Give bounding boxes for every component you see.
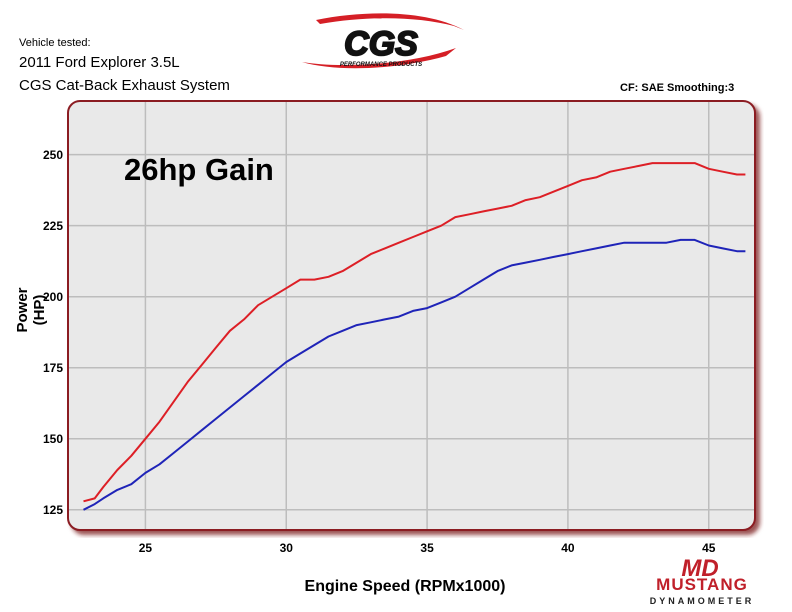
md-logo-text: MD (681, 555, 718, 582)
mustang-wordmark: MUSTANG (656, 575, 748, 594)
y-tick-label: 125 (42, 502, 63, 517)
series-lines (83, 162, 746, 511)
y-axis-label: Power (HP) (14, 287, 48, 333)
plot-area (67, 100, 756, 531)
x-tick-label: 25 (138, 541, 153, 555)
x-tick-label: 30 (279, 541, 293, 555)
cgs-logo: CGS PERFORMANCE PRODUCTS (302, 13, 464, 69)
dyno-chart: 26hp Gain (67, 100, 756, 531)
y-tick-label: 150 (42, 431, 63, 446)
y-tick-label: 175 (42, 360, 63, 375)
y-tick-label: 225 (42, 218, 63, 233)
mustang-dynamometer-logo: MD (681, 555, 718, 582)
cgs-logo-subtext: PERFORMANCE PRODUCTS (340, 62, 422, 68)
x-tick-label: 45 (702, 541, 716, 555)
x-axis-label: Engine Speed (RPMx1000) (304, 578, 506, 595)
grid (69, 102, 754, 529)
vehicle-model: 2011 Ford Explorer 3.5L (19, 54, 180, 71)
x-tick-label: 40 (561, 541, 575, 555)
series-line-before (83, 238, 746, 511)
x-tick-label: 35 (420, 541, 434, 555)
y-tick-label: 200 (42, 289, 63, 304)
dynamometer-wordmark: DYNAMOMETER (649, 596, 755, 606)
vehicle-modification: CGS Cat-Back Exhaust System (19, 77, 230, 94)
cgs-logo-text: CGS (344, 25, 418, 63)
series-line-after (83, 162, 746, 503)
gain-annotation: 26hp Gain (124, 152, 274, 187)
correction-factor-text: CF: SAE Smoothing:3 (620, 82, 735, 94)
y-tick-label: 250 (42, 147, 63, 162)
vehicle-tested-label: Vehicle tested: (19, 37, 91, 49)
